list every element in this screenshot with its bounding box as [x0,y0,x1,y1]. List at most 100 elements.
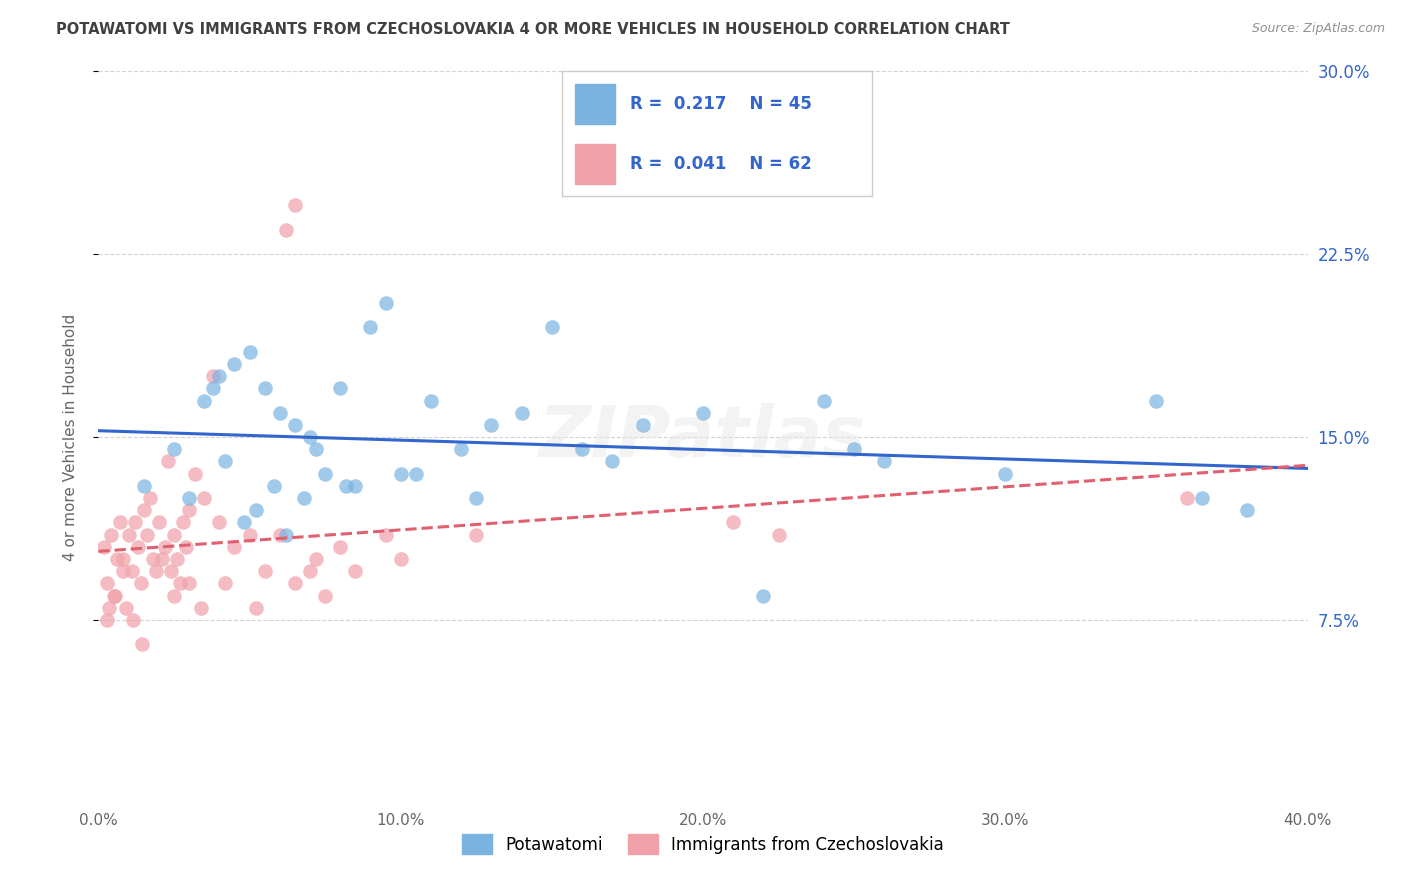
Point [873,454,896,468]
Point [193,393,215,408]
Point [214,576,236,591]
Point [163,442,186,457]
Point [314,589,336,603]
Point [232,516,254,530]
Point [602,454,624,468]
Point [723,516,745,530]
Point [224,540,246,554]
Point [1175,491,1198,505]
Point [450,442,472,457]
Point [179,503,201,517]
Point [274,223,297,237]
Y-axis label: 4 or more Vehicles in Household: 4 or more Vehicles in Household [63,313,77,561]
Point [135,527,157,541]
Point [145,564,167,578]
Point [274,527,297,541]
Point [692,406,714,420]
Point [150,552,173,566]
Point [214,454,236,468]
Point [224,357,246,371]
Point [305,442,328,457]
Point [122,613,145,627]
Text: R =  0.217    N = 45: R = 0.217 N = 45 [630,95,813,112]
Point [844,442,866,457]
Point [156,454,179,468]
Point [139,491,162,505]
Point [184,467,207,481]
Point [284,417,307,432]
Point [305,552,328,566]
Point [335,479,357,493]
Point [269,406,291,420]
Point [202,369,225,384]
Point [465,491,488,505]
Point [768,527,790,541]
Point [100,527,122,541]
Point [96,613,118,627]
Point [1191,491,1213,505]
Point [96,576,118,591]
Point [284,198,307,212]
Point [405,467,427,481]
Point [253,564,276,578]
Point [104,589,127,603]
Point [571,442,593,457]
Point [374,527,396,541]
Point [111,552,134,566]
Point [329,381,352,395]
Point [344,479,367,493]
Point [374,296,396,310]
Point [299,564,322,578]
Point [142,552,165,566]
Point [269,527,291,541]
Point [253,381,276,395]
Point [129,576,152,591]
Bar [575,144,614,184]
Point [108,516,131,530]
Point [360,320,382,334]
Point [245,503,267,517]
Bar [575,84,614,124]
Point [179,491,201,505]
Point [208,516,231,530]
Point [163,589,186,603]
Point [208,369,231,384]
Point [389,467,412,481]
Point [481,417,503,432]
Text: ZIPatlas: ZIPatlas [540,402,866,472]
Point [299,430,322,444]
Point [114,600,136,615]
Point [93,540,115,554]
Point [420,393,443,408]
Point [994,467,1017,481]
Point [127,540,149,554]
Point [105,552,128,566]
Point [111,564,134,578]
Point [153,540,176,554]
Point [118,527,141,541]
Point [121,564,143,578]
Point [389,552,412,566]
Point [202,381,225,395]
Point [1146,393,1168,408]
Point [239,527,262,541]
Point [245,600,267,615]
Point [510,406,533,420]
Point [1236,503,1258,517]
Point [190,600,212,615]
Point [752,589,775,603]
Point [540,320,562,334]
Text: POTAWATOMI VS IMMIGRANTS FROM CZECHOSLOVAKIA 4 OR MORE VEHICLES IN HOUSEHOLD COR: POTAWATOMI VS IMMIGRANTS FROM CZECHOSLOV… [56,22,1010,37]
Point [131,637,153,651]
Point [292,491,315,505]
Point [329,540,352,554]
Point [169,576,191,591]
Point [174,540,197,554]
Point [193,491,215,505]
Point [813,393,835,408]
Point [148,516,170,530]
Point [132,479,155,493]
Point [172,516,194,530]
Point [160,564,183,578]
Point [179,576,201,591]
